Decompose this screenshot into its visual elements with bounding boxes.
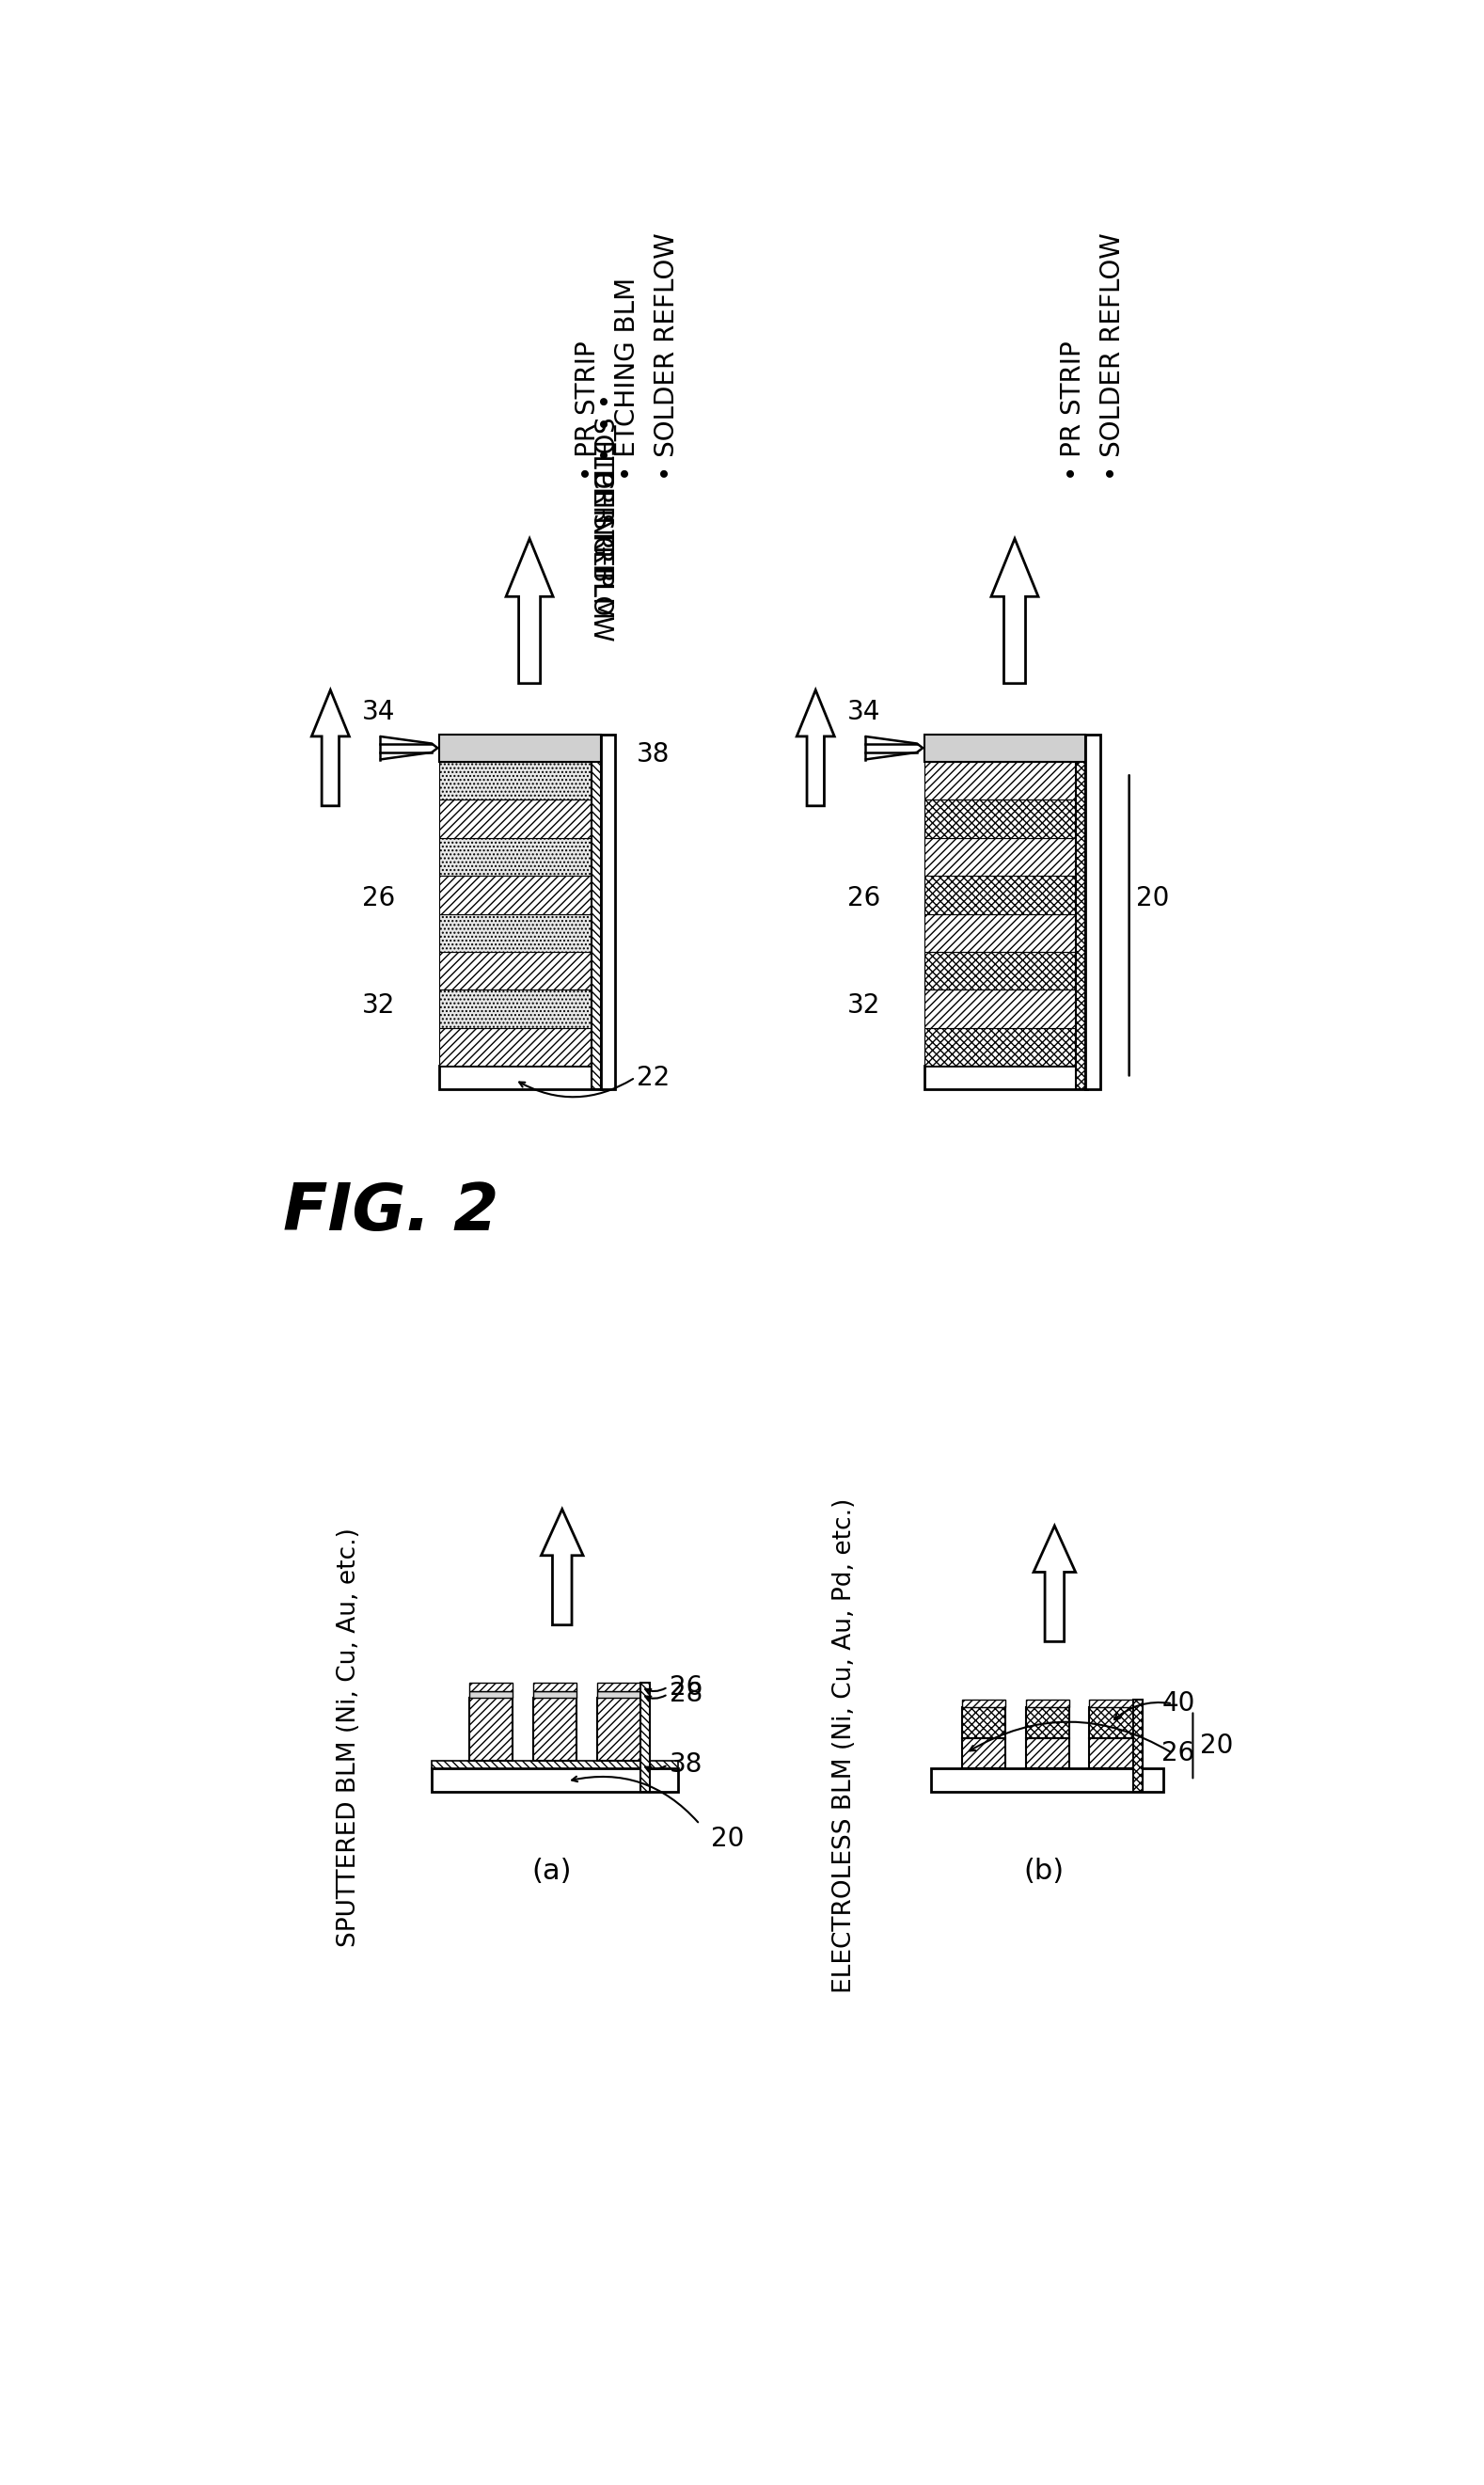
Text: 28: 28 — [669, 1680, 702, 1707]
Bar — [932, 1769, 1163, 1792]
Bar — [1025, 1700, 1068, 1707]
Bar — [439, 952, 591, 989]
Text: 40: 40 — [1162, 1690, 1195, 1717]
Bar — [1089, 1700, 1132, 1707]
Bar — [1076, 763, 1086, 1088]
Bar — [962, 1700, 1005, 1707]
Text: 34: 34 — [362, 698, 396, 726]
Polygon shape — [542, 1508, 583, 1625]
Text: FIG. 2: FIG. 2 — [283, 1180, 499, 1242]
Bar — [439, 1066, 603, 1088]
Bar — [597, 1697, 640, 1762]
Bar — [533, 1690, 577, 1697]
Bar — [925, 989, 1076, 1029]
Text: • SOLDER REFLOW: • SOLDER REFLOW — [1100, 234, 1126, 480]
Bar — [469, 1690, 513, 1697]
Polygon shape — [1033, 1526, 1076, 1643]
Bar — [597, 1690, 640, 1697]
Polygon shape — [991, 539, 1039, 683]
Bar — [925, 952, 1076, 989]
Text: • ETCHING BLM: • ETCHING BLM — [588, 415, 614, 619]
Text: 26: 26 — [847, 885, 881, 912]
Bar — [432, 1762, 678, 1769]
Text: 26: 26 — [669, 1675, 702, 1700]
Text: 20: 20 — [711, 1826, 743, 1851]
Bar — [439, 763, 591, 800]
Bar — [439, 733, 601, 763]
Text: 26: 26 — [1162, 1739, 1195, 1767]
Bar — [432, 1769, 678, 1792]
Text: 20: 20 — [1201, 1732, 1233, 1759]
Text: (a): (a) — [531, 1859, 571, 1886]
Bar — [1132, 1700, 1143, 1792]
Bar — [439, 914, 591, 952]
Bar — [925, 733, 1086, 763]
Bar — [1086, 733, 1100, 1088]
Bar — [533, 1697, 577, 1762]
Polygon shape — [312, 691, 349, 805]
Bar — [439, 989, 591, 1029]
Bar — [925, 875, 1076, 914]
Bar — [439, 837, 591, 875]
Bar — [925, 837, 1076, 875]
Bar — [925, 800, 1076, 837]
Text: 32: 32 — [847, 992, 881, 1019]
Text: 22: 22 — [637, 1064, 669, 1091]
Text: (b): (b) — [1024, 1859, 1064, 1886]
Text: • ETCHING BLM: • ETCHING BLM — [614, 278, 641, 480]
Bar — [469, 1697, 513, 1762]
Bar — [925, 1066, 1088, 1088]
Bar — [962, 1737, 1005, 1769]
Text: • SOLDER REFLOW: • SOLDER REFLOW — [654, 234, 680, 480]
Bar — [591, 763, 601, 1088]
Polygon shape — [797, 691, 834, 805]
Bar — [439, 800, 591, 837]
Text: 20: 20 — [1137, 885, 1169, 912]
Text: SPUTTERED BLM (Ni, Cu, Au, etc.): SPUTTERED BLM (Ni, Cu, Au, etc.) — [337, 1528, 361, 1946]
Text: 26: 26 — [362, 885, 396, 912]
Text: ELECTROLESS BLM (Ni, Cu, Au, Pd, etc.): ELECTROLESS BLM (Ni, Cu, Au, Pd, etc.) — [833, 1498, 856, 1993]
Bar — [925, 1029, 1076, 1066]
Bar — [597, 1682, 640, 1690]
Text: 32: 32 — [362, 992, 396, 1019]
Polygon shape — [506, 539, 554, 683]
Bar — [1025, 1737, 1068, 1769]
Text: 34: 34 — [847, 698, 881, 726]
Bar — [1089, 1707, 1132, 1737]
Text: 38: 38 — [637, 741, 669, 768]
Bar — [469, 1682, 513, 1690]
Text: • PR STRIP: • PR STRIP — [1060, 340, 1086, 480]
Bar — [962, 1707, 1005, 1737]
Text: • PR STRIP: • PR STRIP — [574, 340, 601, 480]
Bar — [439, 1029, 591, 1066]
Bar — [601, 733, 614, 1088]
Bar — [640, 1682, 650, 1792]
Text: 38: 38 — [669, 1752, 702, 1777]
Bar — [1025, 1707, 1068, 1737]
Bar — [925, 914, 1076, 952]
Bar — [533, 1682, 577, 1690]
Text: • PR STRIP: • PR STRIP — [588, 447, 614, 586]
Bar — [925, 763, 1076, 800]
Bar — [1089, 1737, 1132, 1769]
Bar — [439, 875, 591, 914]
Text: • SOLDER REFLOW: • SOLDER REFLOW — [588, 393, 614, 641]
